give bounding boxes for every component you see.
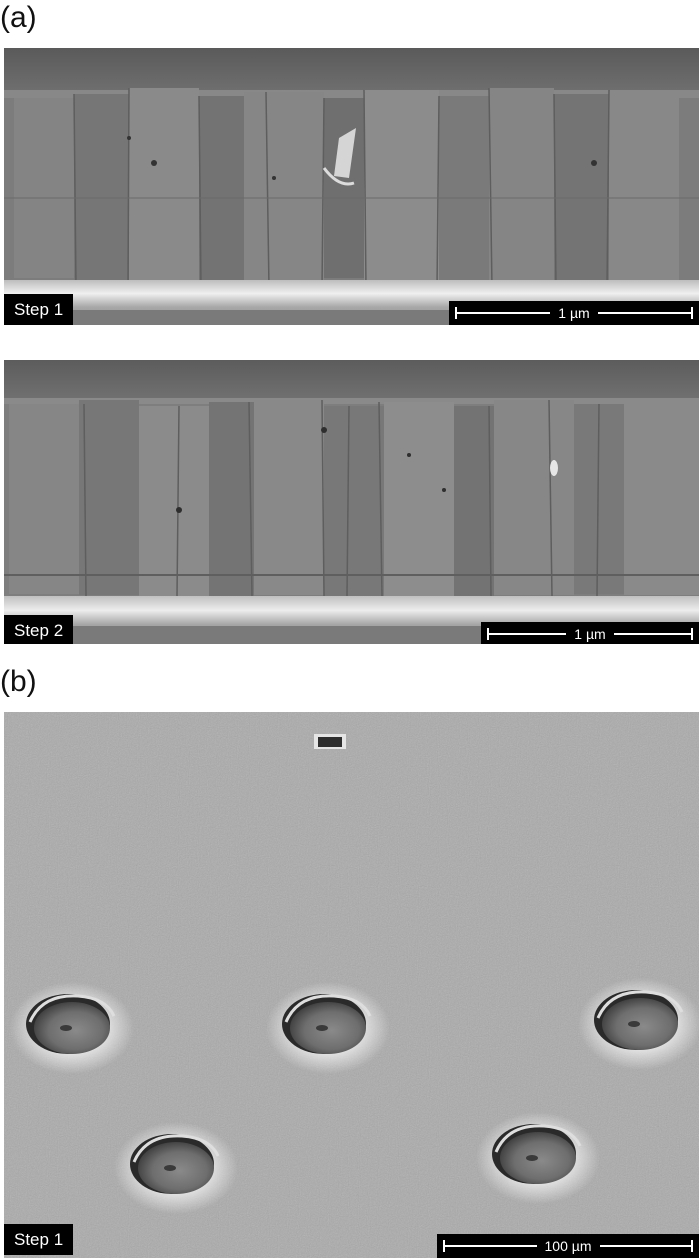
scale-bar-line-left — [487, 628, 567, 640]
sem-top-view-step1: Step 1 100 µm — [4, 712, 699, 1258]
scale-bar-line-left — [443, 1240, 537, 1252]
scale-bar-label: 1 µm — [574, 626, 606, 642]
scale-bar-line-right — [613, 628, 694, 640]
scale-bar: 1 µm — [449, 301, 699, 325]
step-label: Step 2 — [4, 615, 74, 644]
step-label: Step 1 — [4, 1224, 74, 1255]
scale-bar-label: 1 µm — [558, 305, 590, 321]
sem-cross-section-step1: Step 1 1 µm — [4, 48, 699, 325]
scale-bar-label: 100 µm — [544, 1238, 592, 1254]
scale-bar-line-right — [597, 307, 694, 319]
scale-bar-line-right — [599, 1240, 694, 1252]
scale-bar: 1 µm — [481, 622, 699, 644]
sem-cross-section-step2-graphic — [4, 360, 699, 644]
sem-cross-section-step1-graphic — [4, 48, 699, 325]
step-label: Step 1 — [4, 294, 74, 325]
panel-b-label: (b) — [0, 665, 37, 698]
scale-bar: 100 µm — [437, 1234, 699, 1258]
sem-cross-section-step2: Step 2 1 µm — [4, 360, 699, 644]
panel-a-label: (a) — [0, 1, 37, 34]
scale-bar-line-left — [455, 307, 551, 319]
sem-top-view-graphic — [4, 712, 699, 1258]
